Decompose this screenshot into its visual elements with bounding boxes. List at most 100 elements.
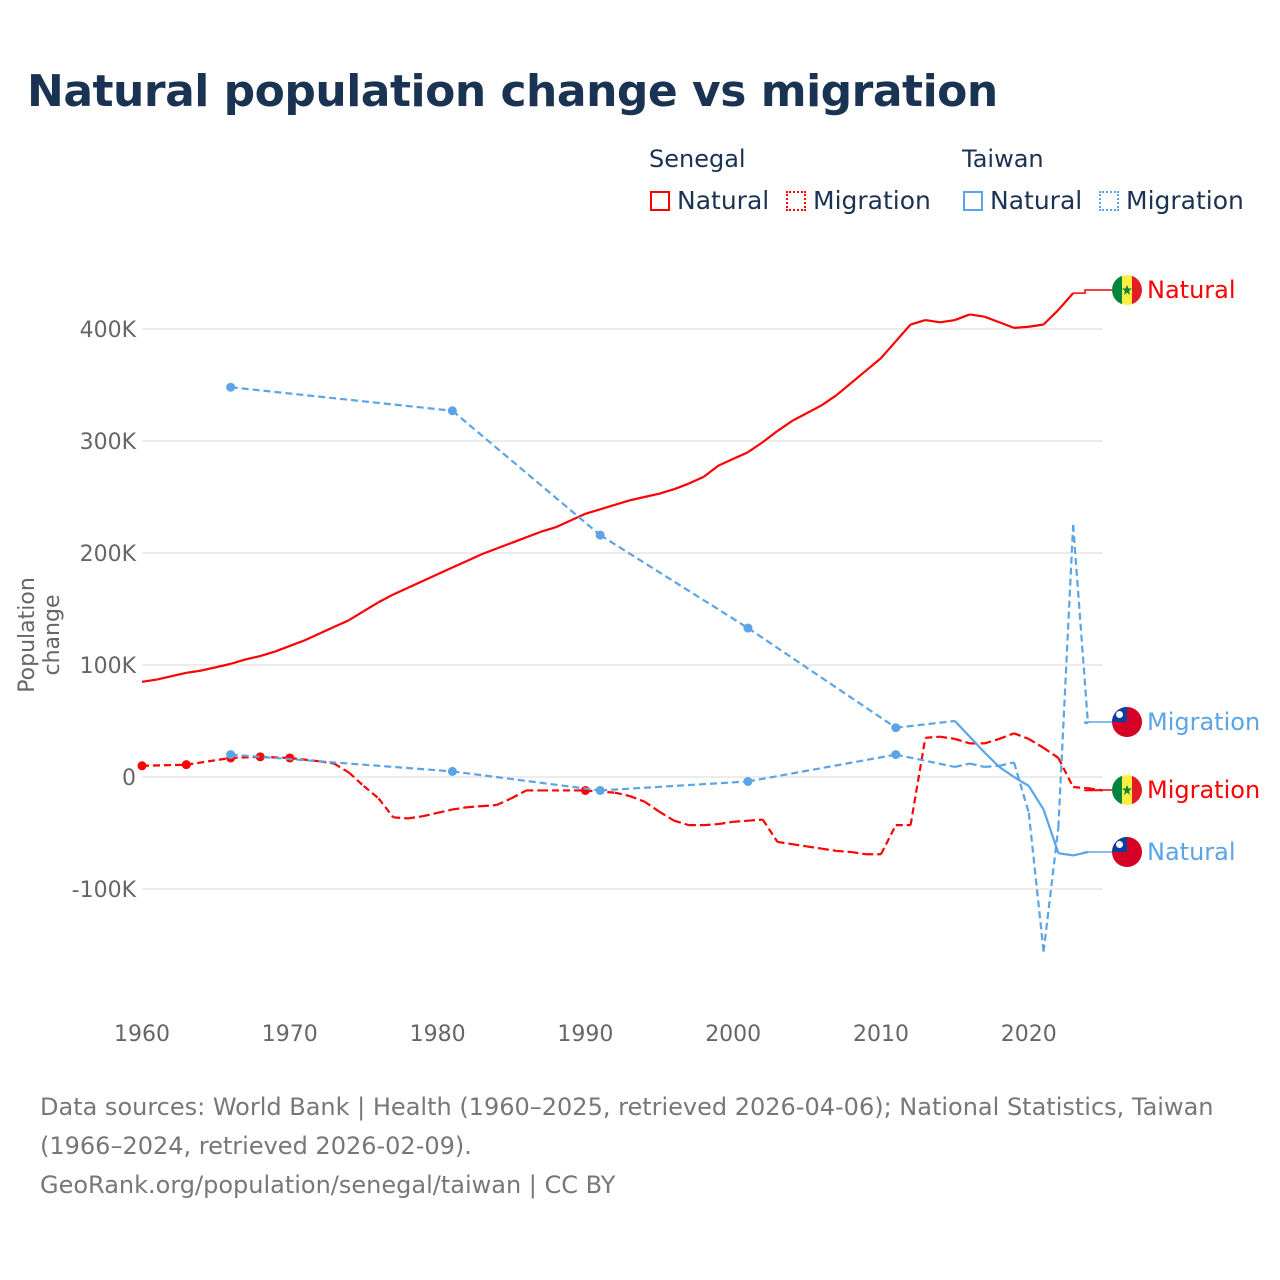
series-segment <box>894 323 912 343</box>
series-segment <box>230 658 246 665</box>
y-tick-label: 300K <box>80 430 137 455</box>
series-segment <box>496 797 512 807</box>
series-segment <box>1027 812 1045 952</box>
series-segment <box>969 313 985 318</box>
series-segment <box>806 845 823 850</box>
series-segment <box>998 766 1015 778</box>
series-segment <box>702 464 720 478</box>
series-segment <box>230 386 453 412</box>
end-label: Natural <box>1147 838 1236 866</box>
series-segment <box>761 818 779 843</box>
series-segment <box>1013 325 1029 329</box>
chart-title: Natural population change vs migration <box>27 66 998 117</box>
series-segment <box>259 650 276 658</box>
x-tick-label: 1960 <box>114 1022 170 1047</box>
legend-taiwan-natural[interactable]: Natural <box>963 186 1082 215</box>
data-point <box>595 785 605 795</box>
taiwan-flag-icon <box>1112 837 1142 867</box>
data-point <box>181 760 191 770</box>
series-senegal-natural <box>141 275 1142 683</box>
series-segment <box>1027 785 1045 811</box>
series-segment <box>1012 762 1030 814</box>
series-segment <box>643 800 660 813</box>
series-segment <box>452 770 601 792</box>
series-segment <box>377 797 395 818</box>
series-segment <box>333 619 350 628</box>
star-icon <box>1122 785 1132 795</box>
x-tick-label: 1980 <box>410 1022 466 1047</box>
series-segment <box>1057 757 1075 788</box>
y-tick-label: 100K <box>80 654 137 679</box>
series-segment <box>851 850 867 856</box>
series-segment <box>954 720 971 738</box>
series-segment <box>186 756 231 766</box>
series-segment <box>451 559 468 569</box>
legend-senegal-migration[interactable]: Migration <box>786 186 931 215</box>
legend-swatch-solid-icon <box>963 190 983 211</box>
series-segment <box>629 495 645 502</box>
series-segment <box>688 475 705 485</box>
series-segment <box>585 508 601 515</box>
taiwan-flag-icon <box>1112 707 1142 737</box>
series-segment <box>791 412 808 422</box>
flag-body <box>1112 707 1142 737</box>
series-segment <box>776 419 793 432</box>
credit-link[interactable]: GeoRank.org/population/senegal/taiwan | … <box>40 1171 616 1199</box>
series-segment <box>835 381 853 396</box>
series-segment <box>747 441 764 454</box>
series-segment <box>1042 309 1060 326</box>
series-segment <box>983 751 1001 768</box>
series-segment <box>673 482 690 491</box>
series-segment <box>909 737 927 826</box>
legend-group-taiwan: Taiwan <box>962 145 1044 173</box>
data-sources: Data sources: World Bank | Health (1960–… <box>40 1093 1214 1160</box>
series-segment <box>806 404 823 414</box>
series-segment <box>1013 732 1030 740</box>
series-segment <box>393 816 409 820</box>
series-segment <box>141 678 157 683</box>
series-segment <box>821 847 837 853</box>
series-segment <box>245 654 261 661</box>
data-point <box>255 752 265 762</box>
legend-taiwan-migration[interactable]: Migration <box>1099 186 1244 215</box>
series-segment <box>555 519 572 529</box>
x-tick-label: 2020 <box>1001 1022 1057 1047</box>
data-point <box>743 623 753 633</box>
series-segment <box>230 753 453 773</box>
series-segment <box>362 785 380 800</box>
series-segment <box>998 761 1015 767</box>
legend-label: Natural <box>990 186 1083 215</box>
y-tick-label: -100K <box>72 878 137 903</box>
series-segment <box>304 632 320 642</box>
series-segment <box>289 639 305 647</box>
series-segment <box>880 824 897 855</box>
data-point <box>891 723 901 733</box>
end-label: Migration <box>1147 776 1260 804</box>
series-segment <box>377 593 394 604</box>
series-segment <box>1013 776 1030 787</box>
series-segment <box>363 601 380 613</box>
series-segment <box>215 662 231 669</box>
series-segment <box>895 753 956 768</box>
x-tick-label: 1990 <box>557 1022 613 1047</box>
series-segment <box>850 369 867 384</box>
series-segment <box>998 321 1015 329</box>
y-tick-label: 200K <box>80 542 137 567</box>
series-segment <box>496 541 512 550</box>
x-tick-label: 2010 <box>853 1022 909 1047</box>
series-segment <box>658 488 675 495</box>
series-segment <box>141 763 187 767</box>
series-segment <box>599 503 616 511</box>
series-segment <box>968 735 986 754</box>
series-segment <box>452 806 468 811</box>
sun-icon <box>1116 711 1123 718</box>
series-segment <box>747 818 763 822</box>
sun-icon <box>1116 841 1123 848</box>
legend-senegal-natural[interactable]: Natural <box>650 186 769 215</box>
series-segment <box>718 820 734 826</box>
series-segment <box>481 547 498 556</box>
series-segment <box>792 843 808 848</box>
series-segment <box>1057 524 1075 828</box>
series-segment <box>969 762 985 768</box>
